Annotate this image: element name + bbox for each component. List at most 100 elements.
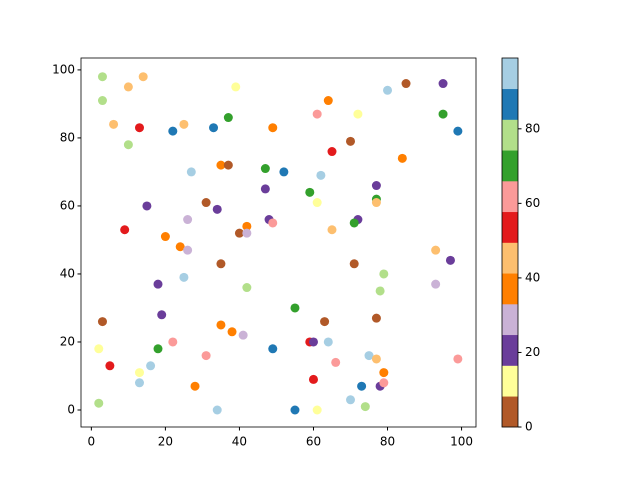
point: [260, 164, 270, 174]
point: [379, 368, 389, 378]
point: [201, 198, 211, 208]
point: [260, 184, 270, 194]
point: [231, 82, 241, 92]
point: [357, 381, 367, 391]
y-tick-label: 80: [60, 130, 75, 144]
point: [97, 96, 107, 106]
point: [349, 259, 359, 269]
point: [183, 215, 193, 225]
point: [97, 317, 107, 327]
point: [312, 405, 322, 415]
point: [242, 221, 252, 231]
point: [123, 82, 133, 92]
point: [401, 79, 411, 89]
point: [94, 398, 104, 408]
point: [290, 405, 300, 415]
point: [268, 344, 278, 354]
point: [216, 160, 226, 170]
point: [438, 109, 448, 119]
y-tick-label: 60: [60, 198, 75, 212]
point: [364, 351, 374, 361]
point: [134, 378, 144, 388]
point: [223, 160, 233, 170]
point: [327, 225, 337, 235]
point: [175, 242, 185, 252]
colorbar-segment: [502, 273, 518, 305]
point: [234, 228, 244, 238]
y-tick-label: 100: [52, 62, 75, 76]
plot-frame: [80, 57, 477, 428]
colorbar-tick-label: 80: [525, 121, 540, 135]
point: [383, 85, 393, 95]
point: [379, 269, 389, 279]
point: [160, 232, 170, 242]
point: [438, 79, 448, 89]
point: [212, 204, 222, 214]
x-tick-label: 20: [158, 435, 173, 449]
point: [279, 167, 289, 177]
point: [138, 72, 148, 82]
point: [242, 283, 252, 293]
point: [323, 96, 333, 106]
point: [186, 167, 196, 177]
point: [183, 245, 193, 255]
point: [168, 337, 178, 347]
point: [153, 279, 163, 289]
point: [308, 337, 318, 347]
point: [431, 279, 441, 289]
point: [212, 405, 222, 415]
point: [453, 126, 463, 136]
x-tick-label: 100: [450, 435, 473, 449]
point: [371, 313, 381, 323]
colorbar-segment: [502, 119, 518, 151]
point: [146, 361, 156, 371]
point: [242, 228, 252, 238]
point: [305, 187, 315, 197]
point: [312, 109, 322, 119]
point: [349, 218, 359, 228]
point: [375, 286, 385, 296]
point: [109, 119, 119, 129]
x-tick-label: 60: [306, 435, 321, 449]
colorbar-segment: [502, 242, 518, 274]
colorbar-segment: [502, 365, 518, 397]
point: [120, 225, 130, 235]
point: [346, 136, 356, 146]
colorbar-segment: [502, 181, 518, 213]
y-tick-label: 40: [60, 266, 75, 280]
point: [268, 218, 278, 228]
point: [371, 354, 381, 364]
point: [216, 320, 226, 330]
point: [453, 354, 463, 364]
point: [331, 357, 341, 367]
point: [216, 259, 226, 269]
point: [209, 123, 219, 133]
colorbar-segment: [502, 150, 518, 182]
point: [316, 170, 326, 180]
point: [238, 330, 248, 340]
colorbar-tick-label: 60: [525, 196, 540, 210]
colorbar-frame: [501, 57, 519, 428]
x-tick-label: 0: [88, 435, 96, 449]
point: [371, 181, 381, 191]
point: [223, 113, 233, 123]
point: [431, 245, 441, 255]
point: [379, 378, 389, 388]
point: [157, 310, 167, 320]
x-tick-label: 40: [232, 435, 247, 449]
point: [179, 119, 189, 129]
point: [445, 255, 455, 265]
point: [153, 344, 163, 354]
point: [123, 140, 133, 150]
colorbar-tick-label: 20: [525, 345, 540, 359]
point: [360, 402, 370, 412]
point: [201, 351, 211, 361]
point: [179, 272, 189, 282]
point: [97, 72, 107, 82]
colorbar-segment: [502, 334, 518, 366]
point: [308, 374, 318, 384]
point: [312, 198, 322, 208]
colorbar-segment: [502, 396, 518, 428]
point: [190, 381, 200, 391]
